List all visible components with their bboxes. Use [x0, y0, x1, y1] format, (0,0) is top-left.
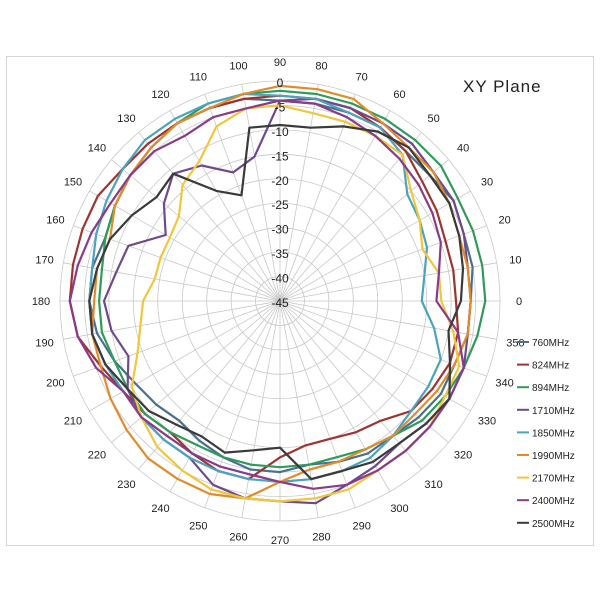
series-line-2500MHz — [88, 123, 465, 481]
angular-tick-label: 50 — [427, 113, 439, 125]
radial-tick-label: 0 — [277, 76, 284, 90]
angular-tick-label: 150 — [64, 177, 82, 189]
angular-tick-label: 20 — [498, 214, 510, 226]
angular-tick-label: 120 — [151, 89, 169, 101]
radial-tick-label: -40 — [271, 272, 289, 286]
legend-label: 760MHz — [532, 338, 569, 349]
radial-tick-label: -20 — [271, 174, 289, 188]
angular-tick-label: 310 — [424, 479, 442, 491]
angular-tick-label: 180 — [32, 296, 50, 308]
angular-tick-label: 10 — [509, 255, 521, 267]
grid-spoke — [279, 300, 487, 377]
grid-spoke — [138, 132, 281, 302]
grid-spoke — [279, 300, 319, 518]
grid-spoke — [89, 190, 281, 302]
angular-tick-label: 70 — [356, 71, 368, 83]
grid-spoke — [111, 300, 281, 443]
legend-label: 824MHz — [532, 361, 569, 372]
grid-spoke — [279, 159, 449, 302]
angular-tick-label: 160 — [46, 214, 64, 226]
angular-tick-label: 190 — [35, 338, 53, 350]
radial-tick-label: -25 — [271, 198, 289, 212]
grid-spoke — [73, 225, 281, 302]
angular-tick-label: 290 — [353, 521, 371, 533]
angular-tick-label: 110 — [190, 71, 208, 83]
grid-spoke — [73, 300, 281, 377]
angular-tick-label: 220 — [88, 450, 106, 462]
angular-tick-label: 90 — [274, 57, 286, 69]
grid-spoke — [63, 300, 281, 340]
chart-frame — [6, 56, 594, 546]
angular-tick-label: 0 — [516, 296, 522, 308]
grid-spoke — [279, 300, 391, 492]
grid-spoke — [63, 262, 281, 302]
radial-tick-label: -5 — [275, 100, 286, 114]
grid-spoke — [279, 110, 391, 302]
grid-spoke — [279, 190, 471, 302]
legend-label: 1850MHz — [532, 428, 575, 439]
chart-title: XY Plane — [463, 77, 542, 96]
radial-tick-label: -35 — [271, 247, 289, 261]
angular-tick-label: 320 — [454, 450, 472, 462]
angular-tick-label: 280 — [312, 531, 330, 543]
angular-tick-label: 260 — [229, 531, 247, 543]
grid-spoke — [279, 262, 497, 302]
polar-grid — [59, 80, 501, 522]
grid-spoke — [241, 84, 281, 302]
grid-spoke — [279, 300, 471, 412]
angular-tick-label: 210 — [64, 416, 82, 428]
legend-label: 894MHz — [532, 383, 569, 394]
legend-label: 1990MHz — [532, 451, 575, 462]
angular-tick-label: 60 — [393, 89, 405, 101]
angular-tick-label: 270 — [271, 535, 289, 547]
grid-spoke — [138, 300, 281, 470]
legend-label: 2500MHz — [532, 519, 575, 530]
angular-tick-label: 250 — [189, 521, 207, 533]
grid-spoke — [241, 300, 281, 518]
series-line-2400MHz — [68, 99, 465, 490]
angular-tick-label: 30 — [481, 177, 493, 189]
radial-tick-label: -45 — [271, 296, 289, 310]
grid-spoke — [279, 225, 487, 302]
angular-tick-label: 340 — [495, 378, 513, 390]
angular-tick-label: 170 — [35, 255, 53, 267]
grid-spoke — [204, 94, 281, 302]
legend-label: 2400MHz — [532, 496, 575, 507]
angular-tick-label: 350 — [506, 338, 524, 350]
angular-tick-label: 140 — [88, 142, 106, 154]
grid-spoke — [111, 159, 281, 302]
legend-label: 2170MHz — [532, 474, 575, 485]
angular-tick-label: 330 — [478, 416, 496, 428]
legend-label: 1710MHz — [532, 406, 575, 417]
series-line-1990MHz — [91, 84, 472, 500]
angular-tick-label: 80 — [315, 61, 327, 73]
grid-spoke — [89, 300, 281, 412]
angular-tick-labels: 0 10 20 30 40 50 60 70 80 90 100 110 120 130 140 150 160… — [32, 57, 525, 547]
grid-spoke — [279, 300, 497, 340]
grid-spoke — [204, 300, 281, 508]
angular-tick-label: 300 — [390, 503, 408, 515]
grid-spoke — [279, 84, 319, 302]
angular-tick-label: 240 — [151, 503, 169, 515]
radial-tick-label: -10 — [271, 125, 289, 139]
grid-spoke — [169, 300, 281, 492]
grid-spoke — [279, 132, 422, 302]
grid-spoke — [279, 300, 422, 470]
grid-spoke — [279, 300, 449, 443]
series-layer — [68, 84, 487, 505]
grid-spoke — [169, 110, 281, 302]
grid-spoke — [279, 300, 356, 508]
grid-spoke — [279, 94, 356, 302]
angular-tick-label: 100 — [229, 61, 247, 73]
legend: 760MHz 824MHz 894MHz 1710MHz 1850MHz 1990MHz 2… — [517, 338, 575, 530]
angular-tick-label: 40 — [457, 142, 469, 154]
angular-tick-label: 130 — [117, 113, 135, 125]
angular-tick-label: 230 — [117, 479, 135, 491]
radial-tick-label: -30 — [271, 223, 289, 237]
angular-tick-label: 200 — [46, 378, 64, 390]
radial-tick-labels: 0 -5 -10 -15 -20 -25 -30 -35 -40 -45 — [271, 76, 289, 310]
radial-tick-label: -15 — [271, 149, 289, 163]
